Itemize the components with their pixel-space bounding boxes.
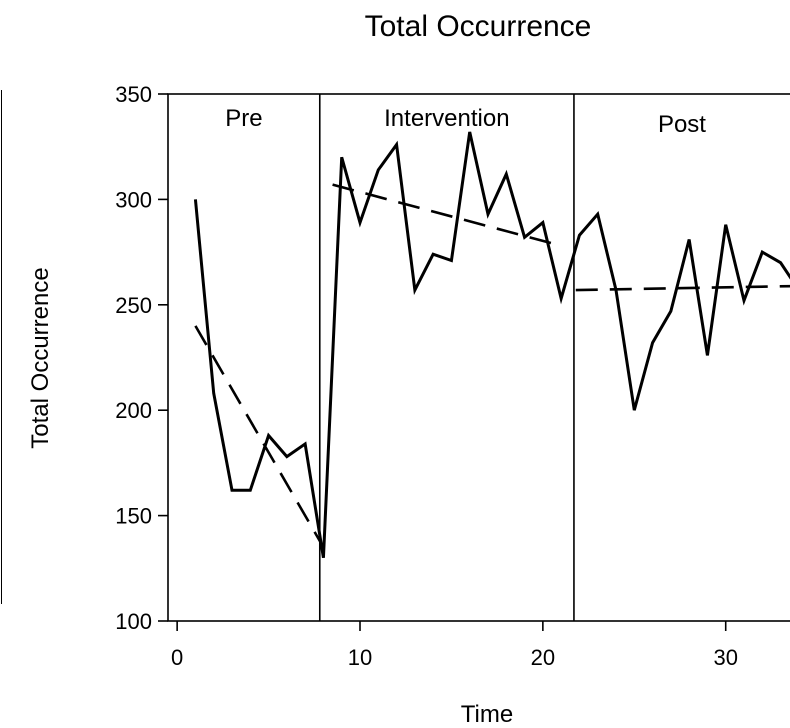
phase-label: Post [658,111,706,138]
phase-labels: Pre Intervention Post [225,105,706,138]
x-tick-label: 0 [171,645,183,670]
y-axis-label: Total Occurrence [27,267,54,448]
trend-line [575,284,790,292]
phase-boundaries [318,94,575,621]
trend-line [194,325,325,548]
x-axis-label: Time [461,701,513,728]
x-tick-label: 20 [531,645,555,670]
x-tick-label: 10 [348,645,372,670]
plot-frame [167,93,790,622]
series-line [193,131,790,558]
y-tick-label: 200 [115,398,152,423]
y-tick-label: 250 [115,293,152,318]
y-tick-label: 150 [115,504,152,529]
trend-lines [194,183,790,548]
y-tick-label: 300 [115,187,152,212]
phase-label: Pre [225,105,262,132]
axis-ticks: 100 150 200 250 300 350 0 10 20 30 [115,82,738,670]
chart-title: Total Occurrence [365,10,592,43]
y-tick-label: 100 [115,609,152,634]
phase-label: Intervention [384,105,509,132]
y-tick-label: 350 [115,82,152,107]
series-lines [193,131,790,558]
x-tick-label: 30 [713,645,737,670]
